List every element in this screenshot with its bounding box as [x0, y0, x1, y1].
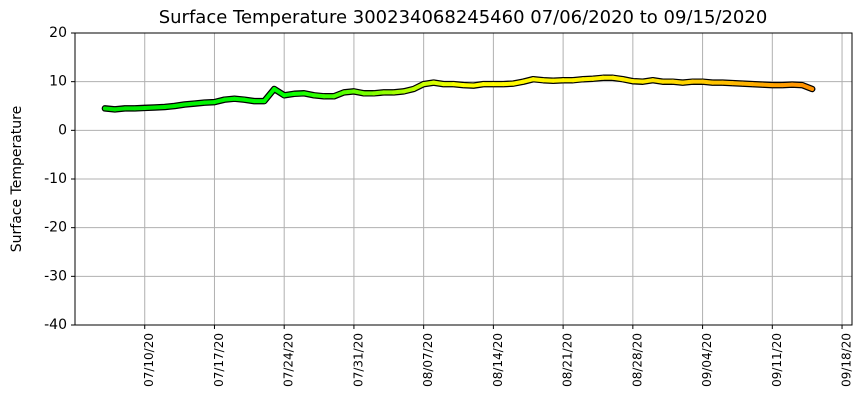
x-tick-label: 08/07/20 [421, 333, 435, 387]
x-tick-label: 07/10/20 [142, 333, 156, 387]
x-tick-label: 07/24/20 [282, 333, 296, 387]
x-tick-label: 08/14/20 [491, 333, 505, 387]
y-axis-label: Surface Temperature [9, 106, 25, 252]
series-segment [800, 83, 815, 91]
x-tick-label: 08/28/20 [630, 333, 644, 387]
chart-title: Surface Temperature 300234068245460 07/0… [159, 7, 768, 28]
y-tick-label: -30 [44, 268, 67, 284]
x-tick-label: 09/11/20 [770, 333, 784, 387]
x-tick-label: 08/21/20 [561, 333, 575, 387]
y-tick-label: -20 [44, 220, 67, 236]
x-tick-label: 09/04/20 [700, 333, 714, 387]
y-tick-label: -10 [44, 171, 67, 187]
y-tick-label: -40 [44, 317, 67, 333]
y-tick-label: 20 [49, 25, 67, 41]
y-tick-label: 10 [49, 74, 67, 90]
y-tick-label: 0 [58, 122, 67, 138]
plot-frame [74, 32, 853, 326]
x-tick-label: 07/31/20 [351, 333, 365, 387]
x-tick-label: 07/17/20 [212, 333, 226, 387]
x-tick-label: 09/18/20 [840, 333, 854, 387]
series-segment [262, 86, 277, 104]
